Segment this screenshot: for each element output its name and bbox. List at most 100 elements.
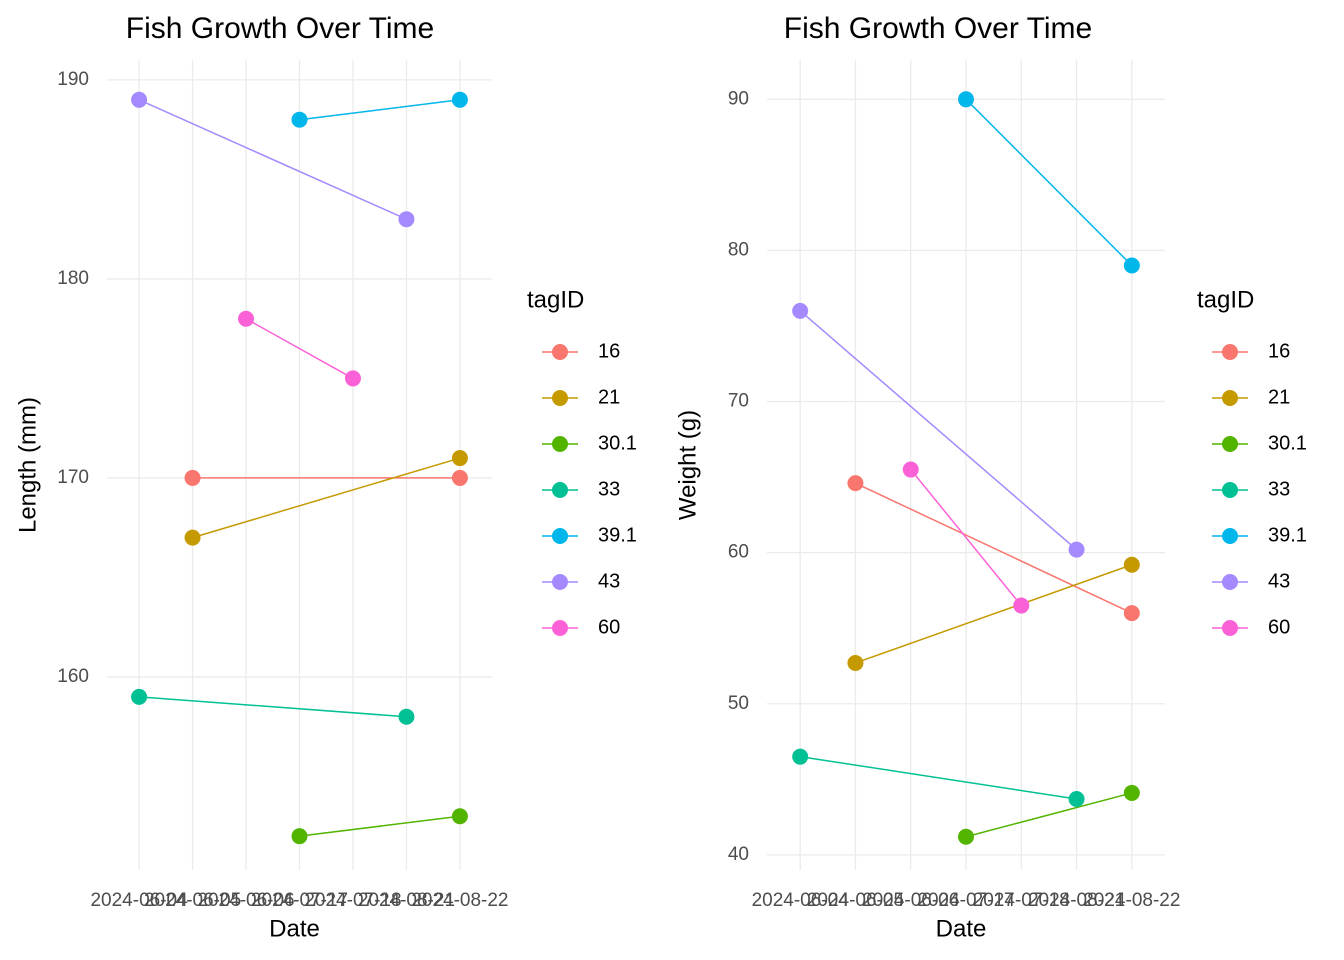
data-point (1068, 541, 1085, 558)
legend-title: tagID (527, 286, 584, 313)
y-tick-label: 40 (728, 844, 749, 865)
legend-key-point (1222, 436, 1238, 452)
legend-label: 60 (598, 616, 620, 638)
data-point (184, 469, 201, 486)
x-axis-title: Date (269, 915, 320, 942)
data-point (238, 310, 255, 327)
series-line (965, 792, 1133, 838)
series-line (245, 318, 354, 380)
data-point (131, 91, 148, 108)
legend-label: 16 (598, 340, 620, 362)
series-line (192, 457, 461, 539)
series-line (910, 469, 1022, 607)
legend-label: 30.1 (598, 432, 637, 454)
series-line (138, 99, 407, 220)
y-tick-label: 70 (728, 391, 749, 412)
x-tick-label: 2024-08-21 (358, 890, 455, 911)
legend-label: 43 (1268, 570, 1290, 592)
data-point (902, 461, 919, 478)
legend-key-point (552, 574, 568, 590)
legend-label: 39.1 (598, 524, 637, 546)
legend-label: 21 (1268, 386, 1290, 408)
data-point (184, 529, 201, 546)
legend-label: 60 (1268, 616, 1290, 638)
data-point (1068, 790, 1085, 807)
x-tick-label: 2024-06-06 (862, 890, 959, 911)
x-tick-label: 2024-07-17 (917, 890, 1014, 911)
y-axis-title: Length (mm) (14, 397, 41, 533)
chart-title: Fish Growth Over Time (126, 12, 434, 45)
data-point (131, 688, 148, 705)
y-tick-label: 50 (728, 693, 749, 714)
legend-key-point (1222, 528, 1238, 544)
series-line (299, 99, 461, 121)
data-point (958, 828, 974, 845)
legend-label: 21 (598, 386, 620, 408)
data-point (792, 748, 809, 765)
legend-key-point (552, 620, 568, 636)
x-tick-label: 2024-06-04 (90, 890, 188, 911)
x-tick-label: 2024-06-05 (144, 890, 241, 911)
data-point (1123, 257, 1140, 274)
series-line (139, 696, 407, 718)
x-tick-label: 2024-07-18 (304, 890, 401, 911)
y-tick-label: 90 (728, 88, 749, 109)
legend-label: 43 (598, 570, 620, 592)
legend-key-point (1222, 390, 1238, 406)
legend-key-point (1222, 574, 1238, 590)
data-point (344, 370, 361, 387)
y-tick-label: 190 (57, 69, 89, 90)
legend-title: tagID (1197, 286, 1254, 313)
data-point (291, 111, 308, 128)
legend-key-point (552, 436, 568, 452)
y-tick-label: 60 (728, 542, 749, 563)
y-tick-label: 170 (57, 467, 89, 488)
legend-label: 33 (1268, 478, 1290, 500)
series-line (855, 482, 1133, 614)
legend-key-point (1222, 620, 1238, 636)
series-line (800, 755, 1077, 800)
x-tick-label: 2024-08-21 (1028, 890, 1125, 911)
x-axis-title: Date (936, 915, 987, 942)
x-tick-label: 2024-08-22 (1083, 890, 1180, 911)
series-line (965, 98, 1133, 267)
data-point (1013, 597, 1030, 614)
legend-label: 30.1 (1268, 432, 1307, 454)
data-point (451, 469, 468, 486)
data-point (958, 91, 974, 108)
legend-key-point (552, 344, 568, 360)
x-tick-label: 2024-07-17 (251, 890, 348, 911)
data-point (451, 91, 468, 108)
data-point (398, 211, 415, 228)
data-point (847, 475, 864, 492)
y-tick-label: 80 (728, 239, 749, 260)
legend-key-point (1222, 344, 1238, 360)
chart-title: Fish Growth Over Time (784, 12, 1092, 45)
x-tick-label: 2024-07-18 (973, 890, 1070, 911)
data-point (398, 708, 415, 725)
x-tick-label: 2024-06-06 (197, 890, 294, 911)
data-point (451, 808, 468, 825)
legend-key-point (1222, 482, 1238, 498)
series-line (855, 564, 1133, 664)
x-tick-label: 2024-06-05 (807, 890, 904, 911)
legend-label: 16 (1268, 340, 1290, 362)
data-point (1123, 784, 1140, 801)
series-line (299, 815, 461, 837)
x-tick-label: 2024-08-22 (411, 890, 508, 911)
series-line (799, 310, 1078, 551)
data-point (291, 828, 308, 845)
legend-key-point (552, 482, 568, 498)
y-axis-title: Weight (g) (674, 410, 701, 520)
x-tick-label: 2024-06-04 (752, 890, 850, 911)
legend-key-point (552, 528, 568, 544)
data-point (792, 302, 809, 319)
y-tick-label: 180 (57, 268, 89, 289)
legend-key-point (552, 390, 568, 406)
legend-label: 33 (598, 478, 620, 500)
data-point (1123, 605, 1140, 622)
data-point (847, 654, 864, 671)
legend-label: 39.1 (1268, 524, 1307, 546)
data-point (1123, 556, 1140, 573)
